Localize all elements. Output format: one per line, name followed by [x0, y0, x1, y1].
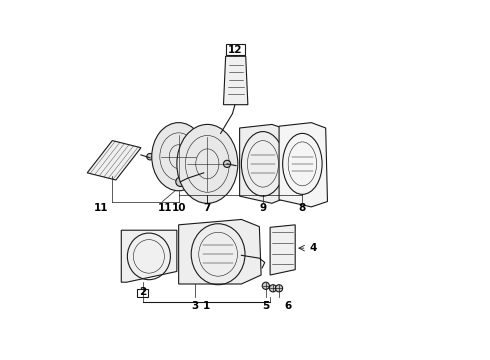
Text: 7: 7 — [204, 203, 211, 213]
Ellipse shape — [152, 123, 205, 191]
Text: 12: 12 — [228, 45, 243, 55]
Polygon shape — [87, 140, 141, 180]
Circle shape — [275, 285, 283, 292]
Text: 1: 1 — [203, 301, 210, 311]
Circle shape — [176, 177, 185, 186]
Polygon shape — [279, 123, 327, 207]
Ellipse shape — [177, 125, 238, 203]
Circle shape — [270, 285, 276, 292]
Polygon shape — [270, 225, 295, 275]
Polygon shape — [179, 220, 261, 284]
Bar — [137, 289, 148, 297]
Circle shape — [147, 153, 153, 160]
Text: 5: 5 — [262, 301, 270, 311]
Text: 11: 11 — [94, 203, 108, 213]
Text: 3: 3 — [191, 301, 198, 311]
Polygon shape — [122, 230, 177, 282]
Circle shape — [157, 153, 164, 160]
Text: 9: 9 — [259, 203, 267, 213]
Text: 10: 10 — [172, 203, 186, 213]
Circle shape — [152, 153, 159, 160]
Text: 2: 2 — [139, 287, 147, 297]
Text: 6: 6 — [284, 301, 292, 311]
Text: 4: 4 — [310, 243, 317, 253]
Circle shape — [262, 282, 270, 289]
Polygon shape — [240, 125, 290, 203]
Text: 8: 8 — [299, 203, 306, 213]
Text: 11: 11 — [158, 203, 172, 213]
Bar — [225, 44, 245, 55]
Polygon shape — [223, 56, 248, 105]
Circle shape — [223, 160, 231, 167]
